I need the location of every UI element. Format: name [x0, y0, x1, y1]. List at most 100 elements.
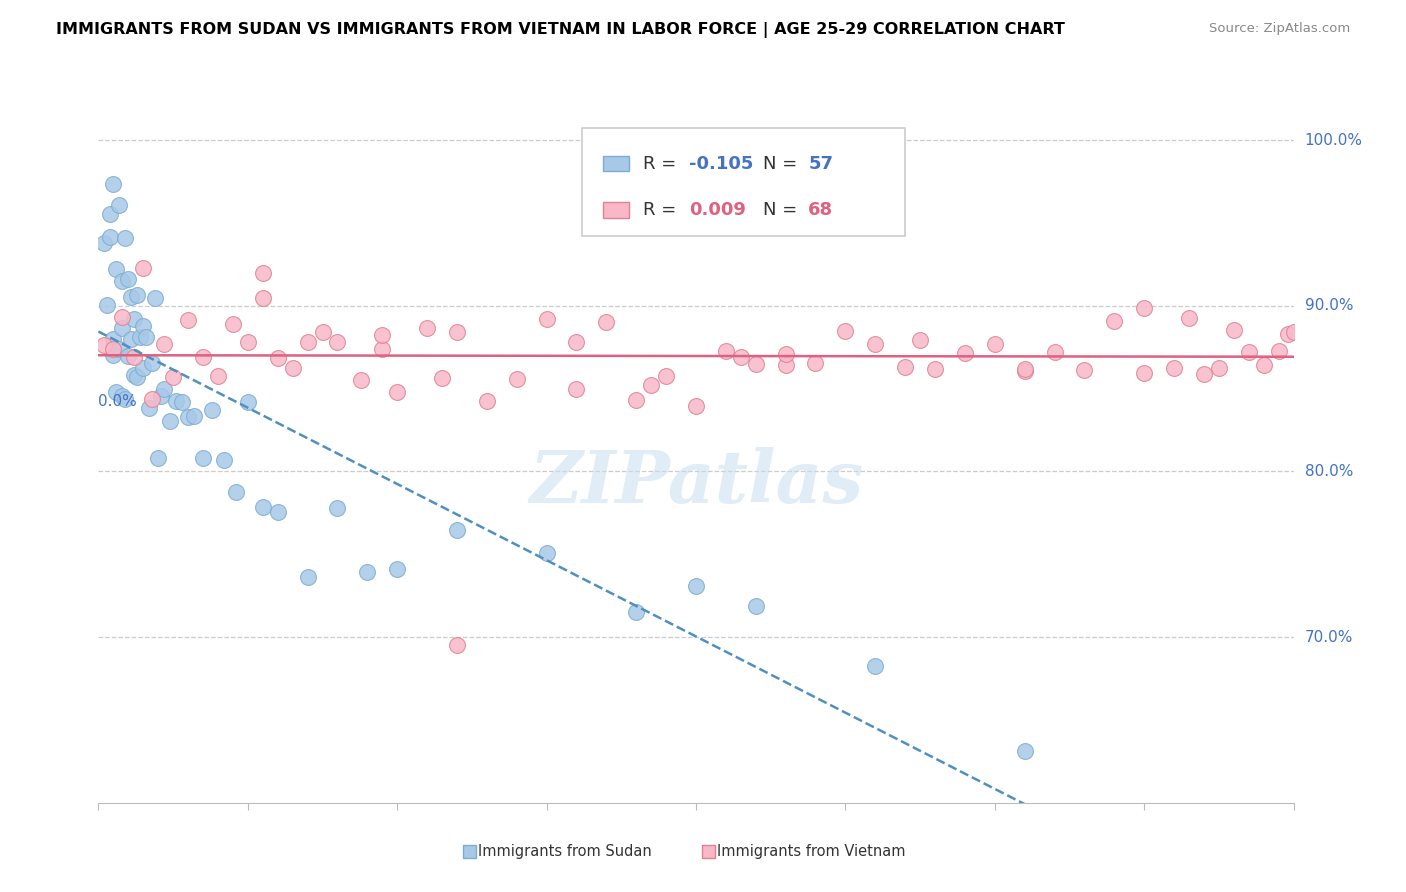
FancyBboxPatch shape — [582, 128, 905, 235]
Point — [655, 369, 678, 384]
Point — [150, 389, 173, 403]
Point — [105, 385, 128, 400]
Point — [1014, 744, 1036, 758]
Text: 0.0%: 0.0% — [98, 393, 138, 409]
Point — [745, 357, 768, 371]
Point — [297, 569, 319, 583]
Point — [908, 333, 931, 347]
Point — [159, 414, 181, 428]
Point — [103, 348, 125, 362]
Point — [252, 266, 274, 280]
Point — [775, 346, 797, 360]
Point — [894, 360, 917, 375]
Point — [127, 370, 149, 384]
Point — [1043, 345, 1066, 359]
Point — [430, 371, 453, 385]
Point — [565, 382, 588, 396]
Point — [153, 337, 176, 351]
Point — [1208, 360, 1230, 375]
Point — [416, 321, 439, 335]
Point — [103, 178, 125, 192]
Point — [141, 392, 163, 406]
Point — [804, 356, 827, 370]
Point — [236, 394, 259, 409]
Point — [201, 403, 224, 417]
Text: 70.0%: 70.0% — [1305, 630, 1353, 645]
Point — [93, 338, 115, 352]
Point — [267, 351, 290, 366]
Point — [775, 358, 797, 372]
Point — [1277, 326, 1299, 341]
Text: ZIPatlas: ZIPatlas — [529, 447, 863, 518]
FancyBboxPatch shape — [463, 846, 475, 858]
Text: Immigrants from Sudan: Immigrants from Sudan — [478, 844, 652, 859]
Point — [1282, 325, 1305, 339]
Point — [103, 342, 125, 356]
Point — [127, 287, 149, 301]
Point — [1237, 345, 1260, 359]
Point — [143, 291, 166, 305]
Point — [536, 546, 558, 560]
Point — [108, 343, 131, 357]
Point — [865, 659, 887, 673]
Point — [172, 394, 194, 409]
Point — [371, 342, 394, 356]
Point — [297, 335, 319, 350]
Point — [225, 484, 247, 499]
Text: 0.009: 0.009 — [689, 201, 745, 219]
FancyBboxPatch shape — [603, 156, 628, 171]
Point — [475, 393, 498, 408]
Point — [685, 399, 707, 413]
Point — [1192, 368, 1215, 382]
Point — [730, 350, 752, 364]
Point — [148, 450, 170, 465]
Point — [222, 317, 245, 331]
Point — [1178, 310, 1201, 325]
Point — [326, 334, 349, 349]
Point — [865, 336, 887, 351]
Point — [356, 566, 378, 580]
Text: R =: R = — [644, 201, 682, 219]
FancyBboxPatch shape — [603, 202, 628, 218]
Text: 90.0%: 90.0% — [1305, 298, 1353, 313]
Point — [1014, 361, 1036, 376]
Point — [446, 523, 468, 537]
Point — [267, 505, 290, 519]
Point — [132, 319, 155, 334]
Text: 80.0%: 80.0% — [1305, 464, 1353, 479]
Point — [1133, 301, 1156, 315]
Text: N =: N = — [763, 154, 803, 173]
Point — [132, 361, 155, 376]
Point — [1267, 344, 1289, 359]
Point — [624, 392, 647, 407]
Text: -0.105: -0.105 — [689, 154, 754, 173]
Point — [350, 373, 373, 387]
Point — [446, 639, 468, 653]
Point — [983, 337, 1005, 351]
Text: IMMIGRANTS FROM SUDAN VS IMMIGRANTS FROM VIETNAM IN LABOR FORCE | AGE 25-29 CORR: IMMIGRANTS FROM SUDAN VS IMMIGRANTS FROM… — [56, 22, 1066, 38]
Point — [108, 198, 131, 212]
Point — [446, 325, 468, 339]
Point — [1223, 323, 1246, 337]
Point — [111, 320, 134, 334]
Point — [953, 345, 976, 359]
Point — [124, 311, 146, 326]
Text: 68: 68 — [808, 201, 834, 219]
Point — [117, 349, 139, 363]
Point — [117, 272, 139, 286]
Point — [252, 500, 274, 514]
Point — [103, 332, 125, 346]
Text: Immigrants from Vietnam: Immigrants from Vietnam — [717, 844, 905, 859]
Text: 57: 57 — [808, 154, 834, 173]
Point — [124, 368, 146, 383]
Point — [1073, 363, 1095, 377]
Point — [153, 382, 176, 396]
Point — [714, 344, 737, 359]
Point — [834, 324, 856, 338]
Point — [236, 334, 259, 349]
Point — [96, 297, 118, 311]
Point — [162, 370, 184, 384]
Point — [1163, 360, 1185, 375]
Point — [129, 330, 152, 344]
Point — [252, 291, 274, 305]
